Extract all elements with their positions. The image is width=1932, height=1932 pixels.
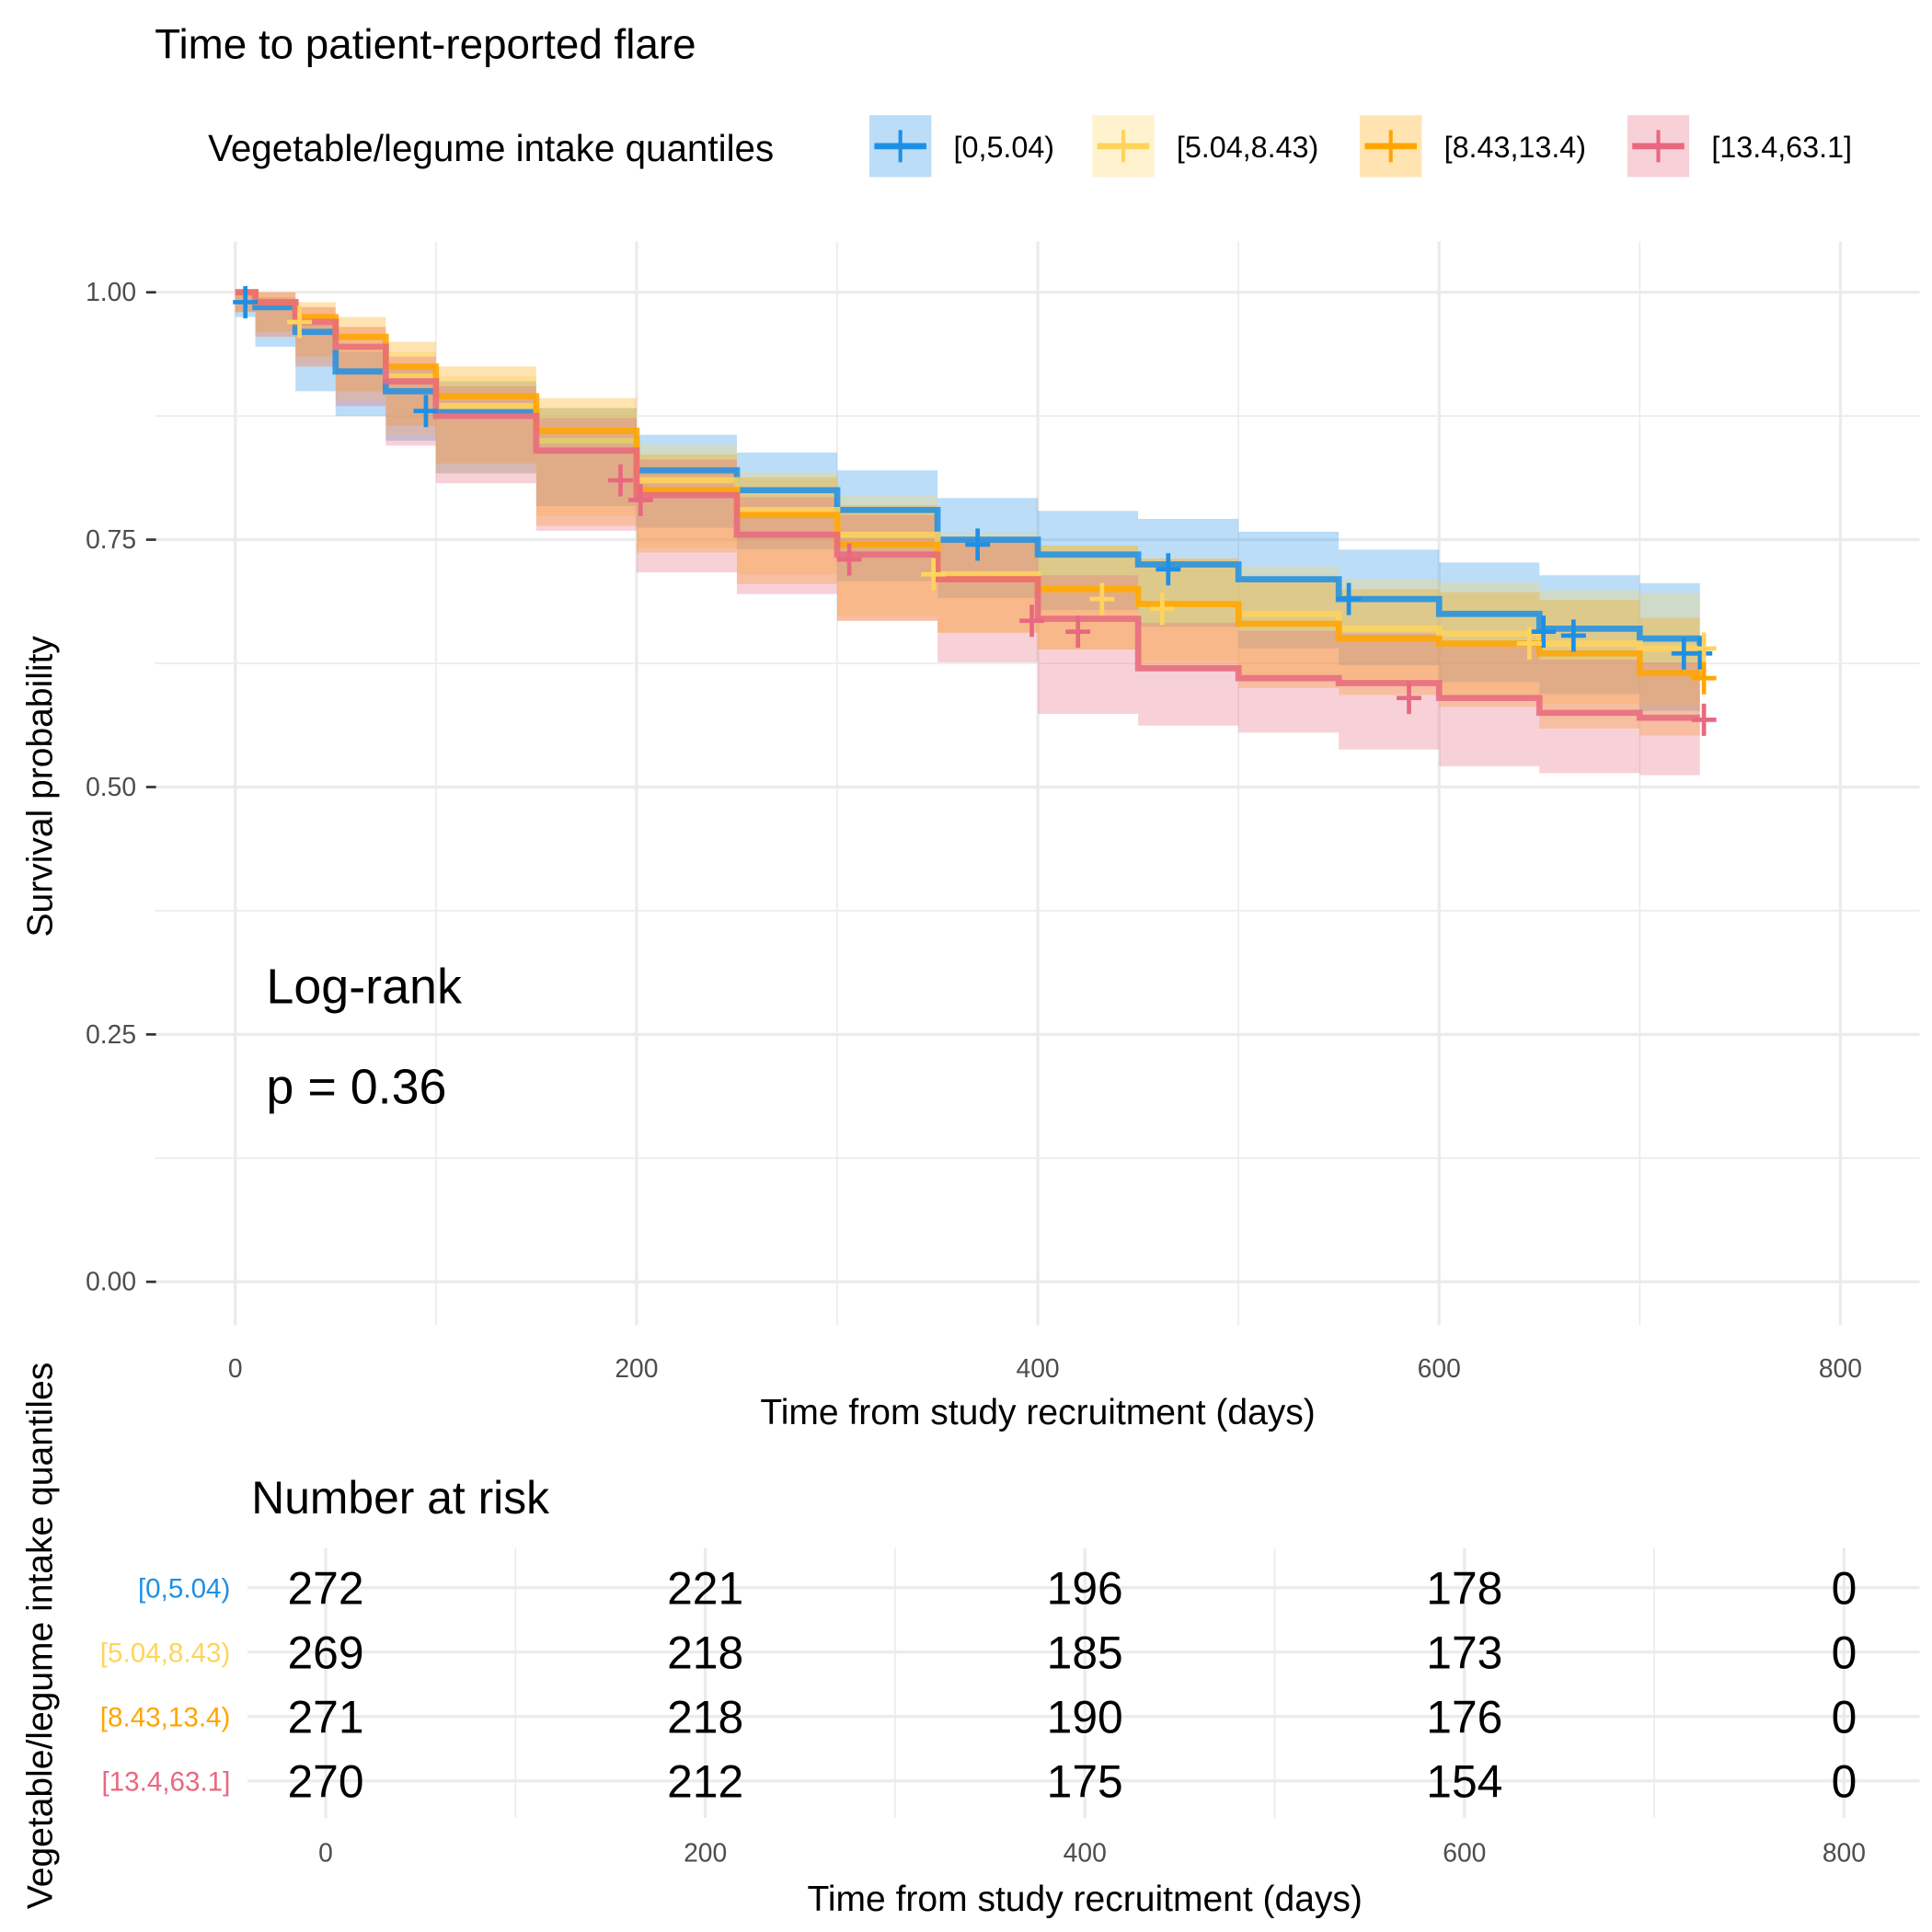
legend: [0,5.04) [5.04,8.43) [8.43,13.4) [13.4,63.1… <box>869 115 1852 178</box>
censor-mark <box>921 558 947 591</box>
risk-table: [0,5.04) 272 221 196 178 0 [5.04,8.43) 269 218 18… <box>100 1547 1920 1867</box>
risk-count: 154 <box>1426 1755 1502 1807</box>
x-tick-label: 600 <box>1418 1353 1461 1383</box>
censor-mark <box>608 464 633 497</box>
censor-mark <box>1156 553 1181 586</box>
risk-count: 173 <box>1426 1627 1502 1678</box>
risk-count: 269 <box>287 1627 363 1678</box>
y-tick-label: 0.50 <box>86 772 136 801</box>
risk-count: 218 <box>667 1627 743 1678</box>
risk-count: 175 <box>1047 1755 1123 1807</box>
legend-title: Vegetable/legume intake quantiles <box>208 127 774 169</box>
risk-count: 0 <box>1832 1562 1857 1614</box>
censor-mark <box>1516 627 1542 661</box>
y-tick-label: 1.00 <box>86 277 136 306</box>
x-tick-label: 400 <box>1017 1353 1060 1383</box>
censor-mark <box>1019 604 1044 638</box>
legend-item: [13.4,63.1] <box>1627 115 1852 178</box>
p-value-label: p = 0.36 <box>266 1059 446 1114</box>
censor-mark <box>233 285 259 318</box>
risk-row-label: [5.04,8.43) <box>100 1639 231 1669</box>
risk-count: 221 <box>667 1562 743 1614</box>
risk-count: 0 <box>1832 1691 1857 1742</box>
censor-mark <box>1531 615 1557 649</box>
risk-count: 270 <box>287 1755 363 1807</box>
censor-mark <box>1691 703 1717 736</box>
censor-mark <box>1089 582 1115 615</box>
legend-label: [5.04,8.43) <box>1177 131 1318 164</box>
censor-mark <box>1691 632 1717 665</box>
risk-x-tick-label: 400 <box>1064 1837 1107 1867</box>
y-tick-label: 0.75 <box>86 524 136 554</box>
censor-mark <box>627 484 653 517</box>
censor-mark <box>1691 661 1717 695</box>
legend-item: [5.04,8.43) <box>1092 115 1318 178</box>
confidence-band-4 <box>235 292 1700 776</box>
chart-title: Time to patient-reported flare <box>155 20 696 67</box>
censor-mark <box>1336 582 1362 615</box>
survival-curves <box>235 289 1704 721</box>
risk-count: 0 <box>1832 1627 1857 1678</box>
censor-mark <box>836 543 862 576</box>
censor-mark <box>413 395 439 428</box>
confidence-band-1 <box>235 292 1700 711</box>
risk-y-axis-label: Vegetable/legume intake quantiles <box>21 1363 61 1909</box>
legend-label: [0,5.04) <box>954 131 1055 164</box>
risk-count: 185 <box>1047 1627 1123 1678</box>
censor-mark <box>1560 619 1586 652</box>
legend-item: [8.43,13.4) <box>1360 115 1586 178</box>
risk-count: 0 <box>1832 1755 1857 1807</box>
risk-count: 178 <box>1426 1562 1502 1614</box>
y-tick-label: 0.25 <box>86 1019 136 1049</box>
risk-count: 190 <box>1047 1691 1123 1742</box>
censor-mark <box>1687 637 1713 670</box>
censor-mark <box>1065 615 1091 649</box>
axes: 0.00 0.25 0.50 0.75 1.00 0 200 400 600 800 <box>86 277 1862 1383</box>
risk-table-title: Number at risk <box>251 1472 549 1524</box>
risk-x-tick-label: 200 <box>684 1837 727 1867</box>
x-tick-label: 800 <box>1819 1353 1862 1383</box>
risk-count: 218 <box>667 1691 743 1742</box>
censor-mark <box>1149 592 1175 626</box>
risk-count: 196 <box>1047 1562 1123 1614</box>
censor-mark <box>965 528 991 561</box>
risk-count: 176 <box>1426 1691 1502 1742</box>
risk-x-tick-label: 800 <box>1823 1837 1866 1867</box>
legend-item: [0,5.04) <box>869 115 1055 178</box>
risk-count: 271 <box>287 1691 363 1742</box>
risk-x-axis-label: Time from study recruitment (days) <box>808 1880 1363 1919</box>
censor-mark <box>287 305 313 339</box>
x-tick-label: 0 <box>228 1353 243 1383</box>
x-axis-label: Time from study recruitment (days) <box>760 1393 1315 1432</box>
confidence-band-2 <box>235 292 1700 707</box>
y-tick-label: 0.00 <box>86 1267 136 1296</box>
risk-row-label: [13.4,63.1] <box>101 1767 230 1798</box>
risk-row-label: [0,5.04) <box>138 1574 230 1604</box>
x-tick-label: 200 <box>615 1353 658 1383</box>
risk-x-tick-label: 600 <box>1443 1837 1486 1867</box>
censor-mark <box>1397 682 1421 715</box>
plot-grid <box>155 241 1920 1326</box>
risk-count: 212 <box>667 1755 743 1807</box>
legend-label: [13.4,63.1] <box>1711 131 1852 164</box>
confidence-bands <box>235 292 1700 776</box>
risk-x-tick-label: 0 <box>318 1837 333 1867</box>
y-axis-label: Survival probability <box>21 636 61 937</box>
logrank-label: Log-rank <box>266 959 462 1014</box>
risk-count: 272 <box>287 1562 363 1614</box>
legend-label: [8.43,13.4) <box>1444 131 1586 164</box>
survival-curve-4 <box>235 289 1700 721</box>
censor-marks <box>233 285 1717 736</box>
risk-row-label: [8.43,13.4) <box>100 1703 231 1733</box>
